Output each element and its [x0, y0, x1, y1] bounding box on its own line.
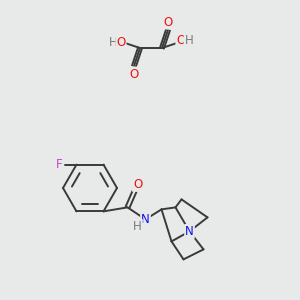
Text: N: N [141, 213, 150, 226]
Text: H: H [184, 34, 194, 47]
Text: H: H [109, 37, 117, 50]
Text: N: N [185, 225, 194, 238]
Text: F: F [56, 158, 63, 171]
Text: O: O [164, 16, 172, 28]
Text: O: O [116, 37, 126, 50]
Text: H: H [133, 220, 142, 233]
Text: O: O [176, 34, 186, 47]
Text: O: O [133, 178, 142, 191]
Text: O: O [129, 68, 139, 80]
